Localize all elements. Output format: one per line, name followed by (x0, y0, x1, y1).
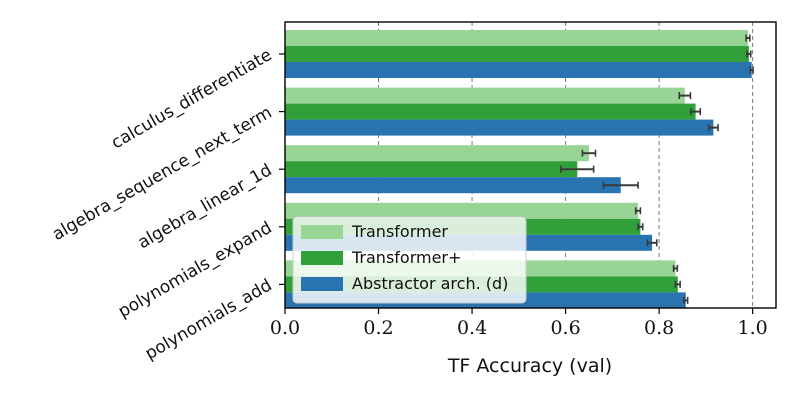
x-tick-label: 0.4 (457, 317, 487, 339)
bar (285, 145, 589, 162)
bar (285, 46, 749, 62)
legend-swatch (301, 277, 343, 291)
x-axis-ticks: 0.0 0.2 0.4 0.6 0.8 1.0 (270, 308, 768, 339)
bar (285, 177, 621, 194)
legend: Transformer Transformer+ Abstractor arch. … (292, 216, 527, 304)
bar (285, 119, 714, 136)
x-tick-label: 1.0 (738, 317, 768, 339)
legend-box (292, 216, 527, 304)
y-category-label: calculus_differentiate (108, 45, 276, 153)
x-tick-label: 0.0 (270, 317, 300, 339)
plot-frame (284, 21, 777, 309)
bar (285, 103, 696, 120)
legend-label: Transformer+ (351, 248, 461, 267)
y-axis-categories: calculus_differentiatealgebra_sequence_n… (49, 45, 285, 364)
x-axis-title: TF Accuracy (val) (447, 355, 612, 377)
x-tick-label: 0.8 (644, 317, 674, 339)
legend-label: Transformer (351, 222, 448, 241)
x-tick-label: 0.2 (363, 317, 393, 339)
bar (285, 202, 639, 219)
bar (285, 62, 752, 78)
legend-label: Abstractor arch. (d) (352, 274, 508, 293)
bar (285, 30, 748, 46)
bar (285, 161, 578, 178)
bar (285, 87, 685, 104)
legend-swatch (301, 251, 343, 265)
x-tick-label: 0.6 (550, 317, 580, 339)
legend-swatch (301, 225, 343, 239)
error-bars-layer (560, 34, 754, 304)
